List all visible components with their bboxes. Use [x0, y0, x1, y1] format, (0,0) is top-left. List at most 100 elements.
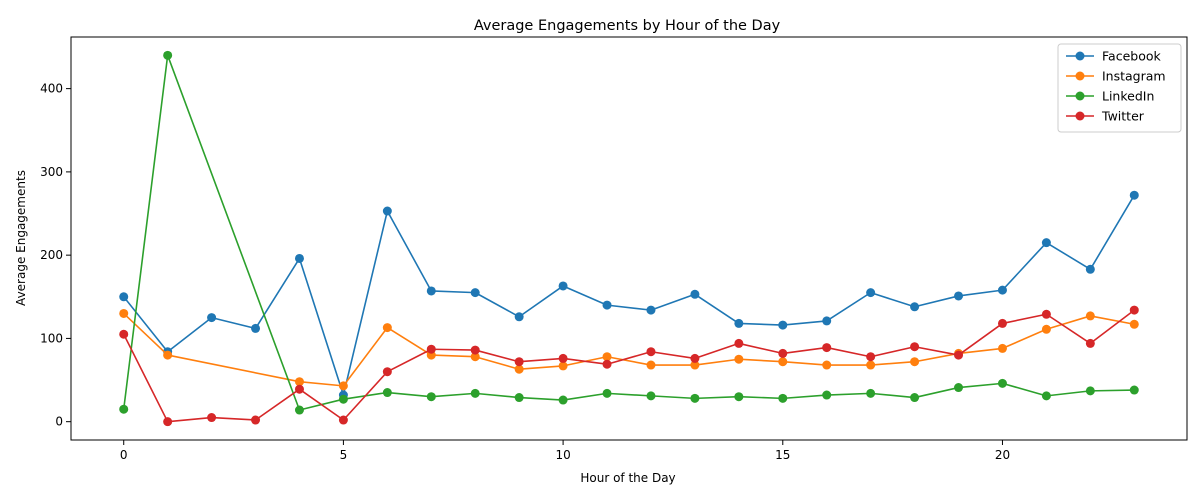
legend-item-linkedin: LinkedIn [1066, 89, 1154, 104]
data-point-linkedin [1041, 391, 1051, 401]
legend-item-twitter: Twitter [1066, 109, 1145, 124]
data-point-instagram [163, 350, 173, 360]
legend-item-facebook: Facebook [1066, 49, 1161, 64]
data-point-instagram [338, 381, 348, 391]
legend-marker-facebook [1075, 51, 1085, 61]
data-point-linkedin [1129, 385, 1139, 395]
data-point-twitter [1041, 309, 1051, 319]
data-point-instagram [822, 360, 832, 370]
data-point-facebook [207, 313, 217, 323]
data-point-twitter [910, 342, 920, 352]
data-point-facebook [1129, 190, 1139, 200]
data-point-twitter [514, 357, 524, 367]
x-tick-label: 0 [120, 448, 128, 462]
y-tick-label: 100 [40, 331, 63, 345]
legend: Facebook Instagram LinkedIn Twitter [1057, 43, 1182, 133]
legend-label-facebook: Facebook [1102, 49, 1161, 64]
data-point-linkedin [910, 393, 920, 403]
data-point-linkedin [602, 388, 612, 398]
data-point-instagram [470, 352, 480, 362]
data-point-twitter [734, 338, 744, 348]
data-point-facebook [778, 320, 788, 330]
data-point-facebook [954, 291, 964, 301]
data-point-facebook [690, 289, 700, 299]
data-point-facebook [866, 288, 876, 298]
data-point-linkedin [690, 393, 700, 403]
legend-box [1057, 43, 1182, 133]
data-point-twitter [207, 413, 217, 423]
data-point-twitter [338, 415, 348, 425]
data-point-instagram [646, 360, 656, 370]
chart-title: Average Engagements by Hour of the Day [474, 18, 781, 34]
data-point-instagram [1041, 324, 1051, 334]
series-layer [119, 50, 1139, 427]
series-facebook [119, 190, 1139, 400]
data-point-instagram [866, 360, 876, 370]
data-point-instagram [602, 352, 612, 362]
data-point-twitter [251, 415, 261, 425]
series-instagram [119, 308, 1139, 391]
y-tick-label: 300 [40, 165, 63, 179]
legend-label-instagram: Instagram [1102, 69, 1166, 84]
data-point-twitter [866, 352, 876, 362]
data-point-twitter [426, 344, 436, 354]
data-point-facebook [470, 288, 480, 298]
data-point-facebook [426, 286, 436, 296]
data-point-twitter [690, 353, 700, 363]
data-point-facebook [514, 312, 524, 322]
data-point-twitter [778, 348, 788, 358]
y-tick-label: 0 [55, 415, 63, 429]
data-point-instagram [734, 354, 744, 364]
data-point-linkedin [470, 388, 480, 398]
data-point-linkedin [426, 392, 436, 402]
data-point-facebook [646, 305, 656, 315]
data-point-instagram [558, 361, 568, 371]
data-point-twitter [558, 353, 568, 363]
data-point-linkedin [954, 383, 964, 393]
data-point-twitter [294, 384, 304, 394]
legend-marker-twitter [1075, 111, 1085, 121]
data-point-instagram [119, 308, 129, 318]
series-line-linkedin [122, 54, 1135, 411]
y-axis: 0 100 200 300 400 [40, 82, 71, 429]
x-axis: 0 5 10 15 20 [120, 440, 1010, 462]
legend-item-instagram: Instagram [1066, 69, 1166, 84]
data-point-linkedin [822, 390, 832, 400]
data-point-linkedin [294, 405, 304, 415]
data-point-linkedin [734, 392, 744, 402]
x-tick-label: 10 [555, 448, 570, 462]
data-point-twitter [646, 347, 656, 357]
data-point-linkedin [778, 393, 788, 403]
data-point-twitter [119, 329, 129, 339]
data-point-facebook [558, 281, 568, 291]
legend-label-linkedin: LinkedIn [1102, 89, 1154, 104]
data-point-twitter [997, 318, 1007, 328]
legend-label-twitter: Twitter [1101, 109, 1145, 124]
legend-marker-instagram [1075, 71, 1085, 81]
data-point-twitter [822, 343, 832, 353]
data-point-facebook [734, 318, 744, 328]
data-point-facebook [251, 323, 261, 333]
x-axis-title: Hour of the Day [580, 471, 675, 485]
data-point-twitter [1129, 305, 1139, 315]
data-point-facebook [1085, 264, 1095, 274]
data-point-instagram [1085, 311, 1095, 321]
series-line-twitter [123, 309, 1135, 423]
data-point-twitter [954, 350, 964, 360]
data-point-instagram [514, 364, 524, 374]
y-axis-title: Average Engagements [14, 170, 28, 306]
data-point-facebook [602, 300, 612, 310]
plot-area [70, 36, 1188, 441]
data-point-twitter [1085, 338, 1095, 348]
data-point-instagram [910, 357, 920, 367]
series-twitter [119, 305, 1139, 427]
data-point-linkedin [646, 391, 656, 401]
data-point-linkedin [1085, 386, 1095, 396]
y-tick-label: 200 [40, 248, 63, 262]
data-point-linkedin [338, 394, 348, 404]
data-point-facebook [119, 292, 129, 302]
legend-marker-linkedin [1075, 91, 1085, 101]
data-point-facebook [1041, 238, 1051, 248]
